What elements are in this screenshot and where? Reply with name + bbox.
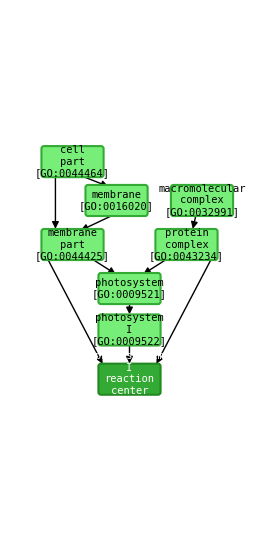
FancyBboxPatch shape <box>98 273 161 304</box>
Text: photosystem
[GO:0009521]: photosystem [GO:0009521] <box>92 278 167 299</box>
Text: cell
part
[GO:0044464]: cell part [GO:0044464] <box>35 145 110 178</box>
FancyBboxPatch shape <box>155 229 218 260</box>
FancyBboxPatch shape <box>85 185 148 216</box>
FancyBboxPatch shape <box>98 364 161 395</box>
FancyBboxPatch shape <box>98 314 161 346</box>
Text: membrane
[GO:0016020]: membrane [GO:0016020] <box>79 189 154 211</box>
Text: membrane
part
[GO:0044425]: membrane part [GO:0044425] <box>35 228 110 261</box>
Text: macromolecular
complex
[GO:0032991]: macromolecular complex [GO:0032991] <box>158 184 246 217</box>
FancyBboxPatch shape <box>171 185 233 216</box>
Text: protein
complex
[GO:0043234]: protein complex [GO:0043234] <box>149 228 224 261</box>
FancyBboxPatch shape <box>41 229 104 260</box>
FancyBboxPatch shape <box>41 146 104 177</box>
Text: photosystem
I
[GO:0009522]: photosystem I [GO:0009522] <box>92 313 167 347</box>
Text: photosystem
I
reaction
center
[GO:0009538]: photosystem I reaction center [GO:000953… <box>92 351 167 407</box>
